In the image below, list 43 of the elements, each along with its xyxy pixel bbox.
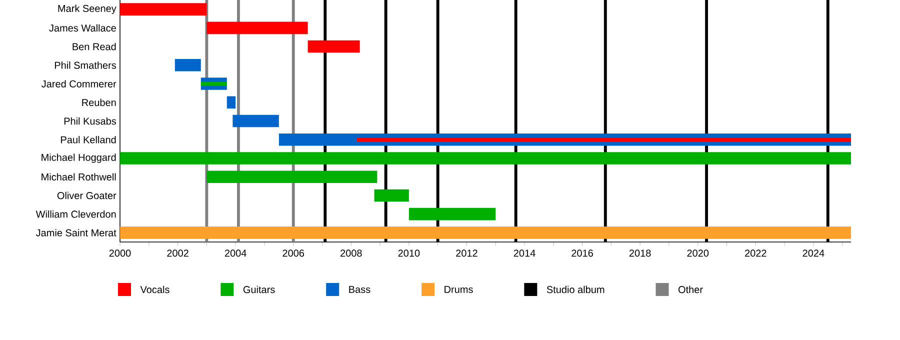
- x-tick-label: 2016: [572, 250, 593, 257]
- x-tick-label: 2002: [167, 250, 188, 257]
- y-tick-label: Paul Kelland: [61, 136, 116, 144]
- legend-label: Vocals: [140, 286, 170, 294]
- bar: [120, 152, 851, 164]
- x-tick-label: 2022: [745, 250, 766, 257]
- bar: [308, 40, 360, 53]
- legend-label: Other: [678, 286, 703, 294]
- bar: [206, 170, 378, 183]
- legend-label: Bass: [349, 286, 370, 293]
- x-tick-label: 2014: [514, 250, 536, 257]
- y-tick-label: Reuben: [82, 98, 116, 106]
- x-tick-label: 2004: [224, 250, 246, 257]
- x-tick-label: 2012: [456, 250, 478, 257]
- y-tick-label: Oliver Goater: [57, 192, 116, 200]
- y-tick-label: Jared Commerer: [42, 80, 116, 88]
- x-tick-label: 2008: [340, 250, 362, 257]
- y-tick-label: Jamie Saint Merat: [36, 229, 116, 236]
- bar: [374, 189, 409, 202]
- y-tick-label: James Wallace: [49, 24, 116, 32]
- bar: [226, 96, 236, 109]
- legend-label: Studio album: [546, 286, 604, 294]
- bar: [174, 59, 201, 72]
- y-tick-label: William Cleverdon: [36, 210, 116, 218]
- y-tick-label: Phil Smathers: [54, 61, 116, 69]
- x-tick-label: 2024: [802, 250, 824, 257]
- y-tick-label: Michael Hoggard: [42, 154, 116, 163]
- bar: [232, 114, 279, 128]
- y-tick-label: Phil Kusabs: [64, 117, 116, 125]
- x-tick-label: 2020: [687, 250, 709, 257]
- x-tick-label: 2006: [282, 250, 304, 257]
- y-tick-label: Mark Seeney: [58, 4, 116, 14]
- y-tick-label: Ben Read: [72, 42, 116, 50]
- bar: [120, 3, 207, 16]
- x-tick-label: 2000: [109, 250, 131, 257]
- y-tick-label: Michael Rothwell: [42, 173, 116, 181]
- legend-label: Guitars: [243, 286, 275, 294]
- bar: [120, 226, 851, 239]
- x-tick-label: 2010: [398, 250, 420, 257]
- legend-label: Drums: [444, 286, 473, 293]
- bar: [206, 22, 308, 34]
- x-tick-label: 2018: [629, 250, 651, 257]
- bar: [408, 208, 496, 220]
